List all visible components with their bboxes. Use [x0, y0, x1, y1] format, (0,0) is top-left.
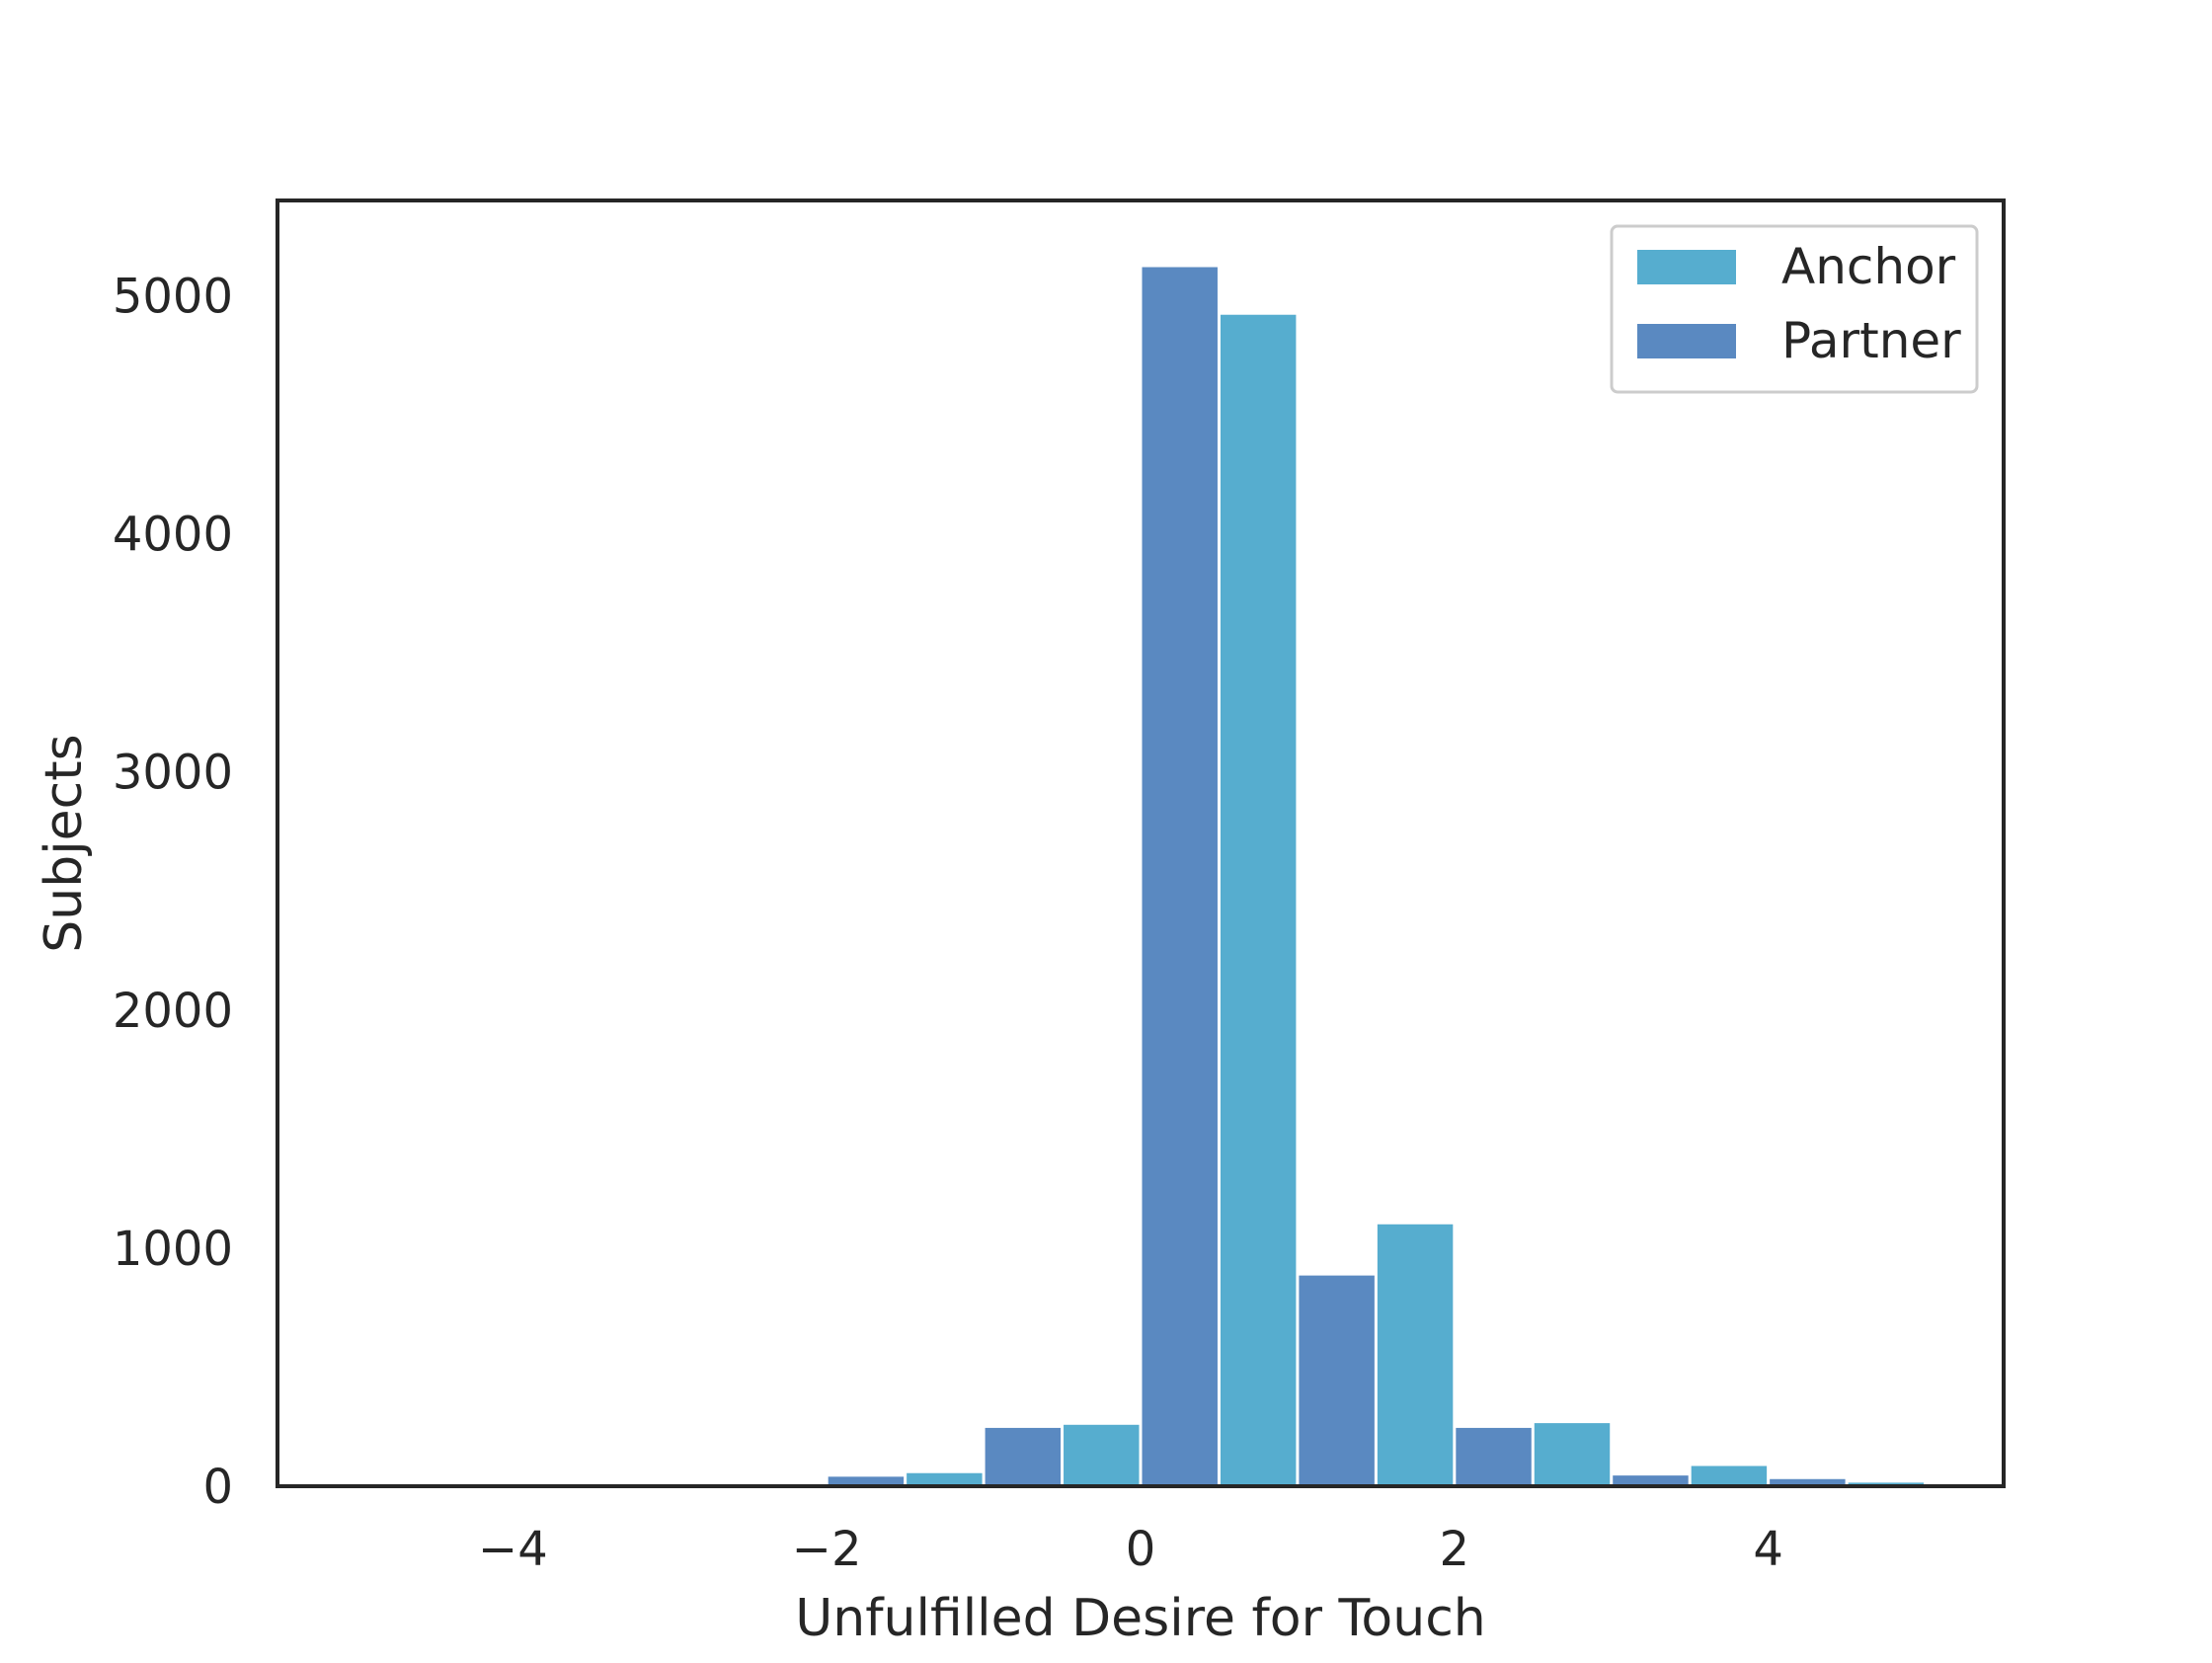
y-tick-label: 2000 [113, 984, 233, 1039]
legend-swatch-partner [1637, 324, 1736, 358]
bar-partner-5 [1613, 1475, 1689, 1486]
bar-anchor-3 [1377, 1224, 1454, 1486]
y-tick-label: 4000 [113, 508, 233, 563]
legend-swatch-anchor [1637, 250, 1736, 284]
bar-partner-1 [985, 1427, 1062, 1486]
x-axis-label: Unfulfilled Desire for Touch [795, 1589, 1486, 1648]
y-tick-label: 0 [202, 1460, 233, 1515]
plot-frame [276, 198, 2006, 1488]
x-tick-label: 0 [1126, 1522, 1156, 1577]
bar-anchor-0 [907, 1472, 983, 1486]
bar-anchor-5 [1691, 1465, 1768, 1486]
x-tick-label: −4 [478, 1522, 548, 1577]
y-axis-label: Subjects [35, 734, 94, 952]
bar-anchor-1 [1064, 1424, 1140, 1486]
bar-partner-0 [828, 1476, 905, 1486]
bar-partner-4 [1456, 1427, 1532, 1486]
y-tick-labels: 0 1000 2000 3000 4000 5000 [113, 269, 233, 1515]
x-tick-labels: −4 −2 0 2 4 [478, 1522, 1783, 1577]
bar-partner-3 [1299, 1275, 1375, 1486]
y-tick-label: 5000 [113, 269, 233, 324]
x-tick-label: 4 [1753, 1522, 1783, 1577]
legend-label-partner: Partner [1781, 312, 1961, 369]
y-tick-label: 1000 [113, 1222, 233, 1277]
legend[interactable]: Anchor Partner [1610, 224, 1979, 394]
bar-partner-2 [1142, 267, 1218, 1486]
y-tick-label: 3000 [113, 746, 233, 801]
bar-anchor-4 [1534, 1423, 1611, 1486]
bar-anchor-2 [1220, 314, 1297, 1486]
x-tick-label: −2 [792, 1522, 862, 1577]
legend-label-anchor: Anchor [1781, 238, 1956, 295]
x-tick-label: 2 [1440, 1522, 1470, 1577]
bars-layer [828, 267, 1925, 1486]
bar-partner-6 [1770, 1478, 1846, 1486]
